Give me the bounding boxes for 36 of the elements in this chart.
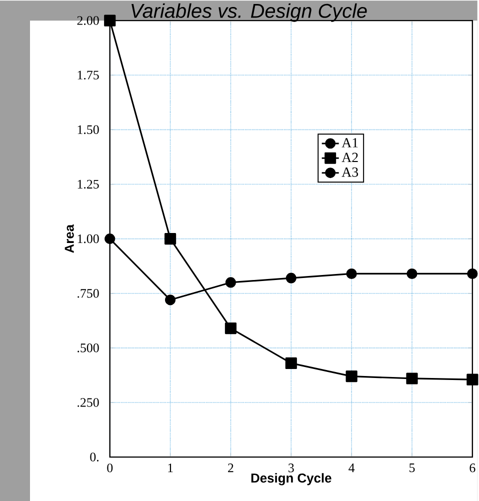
y-tick-label: 1.50 — [78, 125, 99, 134]
y-tick-label: .500 — [78, 344, 99, 352]
point — [346, 268, 357, 280]
x-tick-label: 0 — [107, 464, 113, 472]
y-tick-label: .250 — [78, 398, 99, 407]
point — [406, 268, 418, 280]
x-axis-title: Design Cycle — [251, 473, 332, 486]
x-tick-label: 1 — [168, 464, 173, 472]
x-tick-label: 3 — [288, 464, 294, 472]
y-tick-label: .750 — [78, 288, 99, 298]
point — [466, 374, 478, 386]
y-tick-label: 1.75 — [78, 70, 99, 80]
point — [224, 322, 237, 334]
x-tick-label: 6 — [470, 464, 476, 472]
legend-label: A1 — [342, 138, 358, 148]
point — [406, 372, 418, 384]
point — [165, 294, 176, 306]
y-axis-title: Area — [64, 224, 74, 253]
x-tick-label: 5 — [410, 464, 415, 472]
y-tick-label: 2.00 — [77, 16, 99, 25]
y-tick-label: 1.00 — [78, 234, 99, 244]
point — [467, 268, 478, 280]
point — [286, 272, 296, 284]
point — [164, 233, 176, 245]
point — [285, 357, 297, 369]
x-tick-label: 2 — [228, 464, 234, 472]
point — [104, 14, 116, 26]
y-tick-label: 1.25 — [78, 180, 99, 189]
y-tick-label: 0. — [90, 452, 99, 462]
legend-label: A2 — [342, 152, 358, 162]
x-tick-label: 4 — [348, 464, 355, 472]
point — [225, 277, 236, 288]
point — [346, 370, 358, 382]
chart-title: Variables vs. Design Cycle — [132, 3, 367, 22]
point — [104, 234, 116, 244]
legend-label: A3 — [342, 167, 358, 177]
